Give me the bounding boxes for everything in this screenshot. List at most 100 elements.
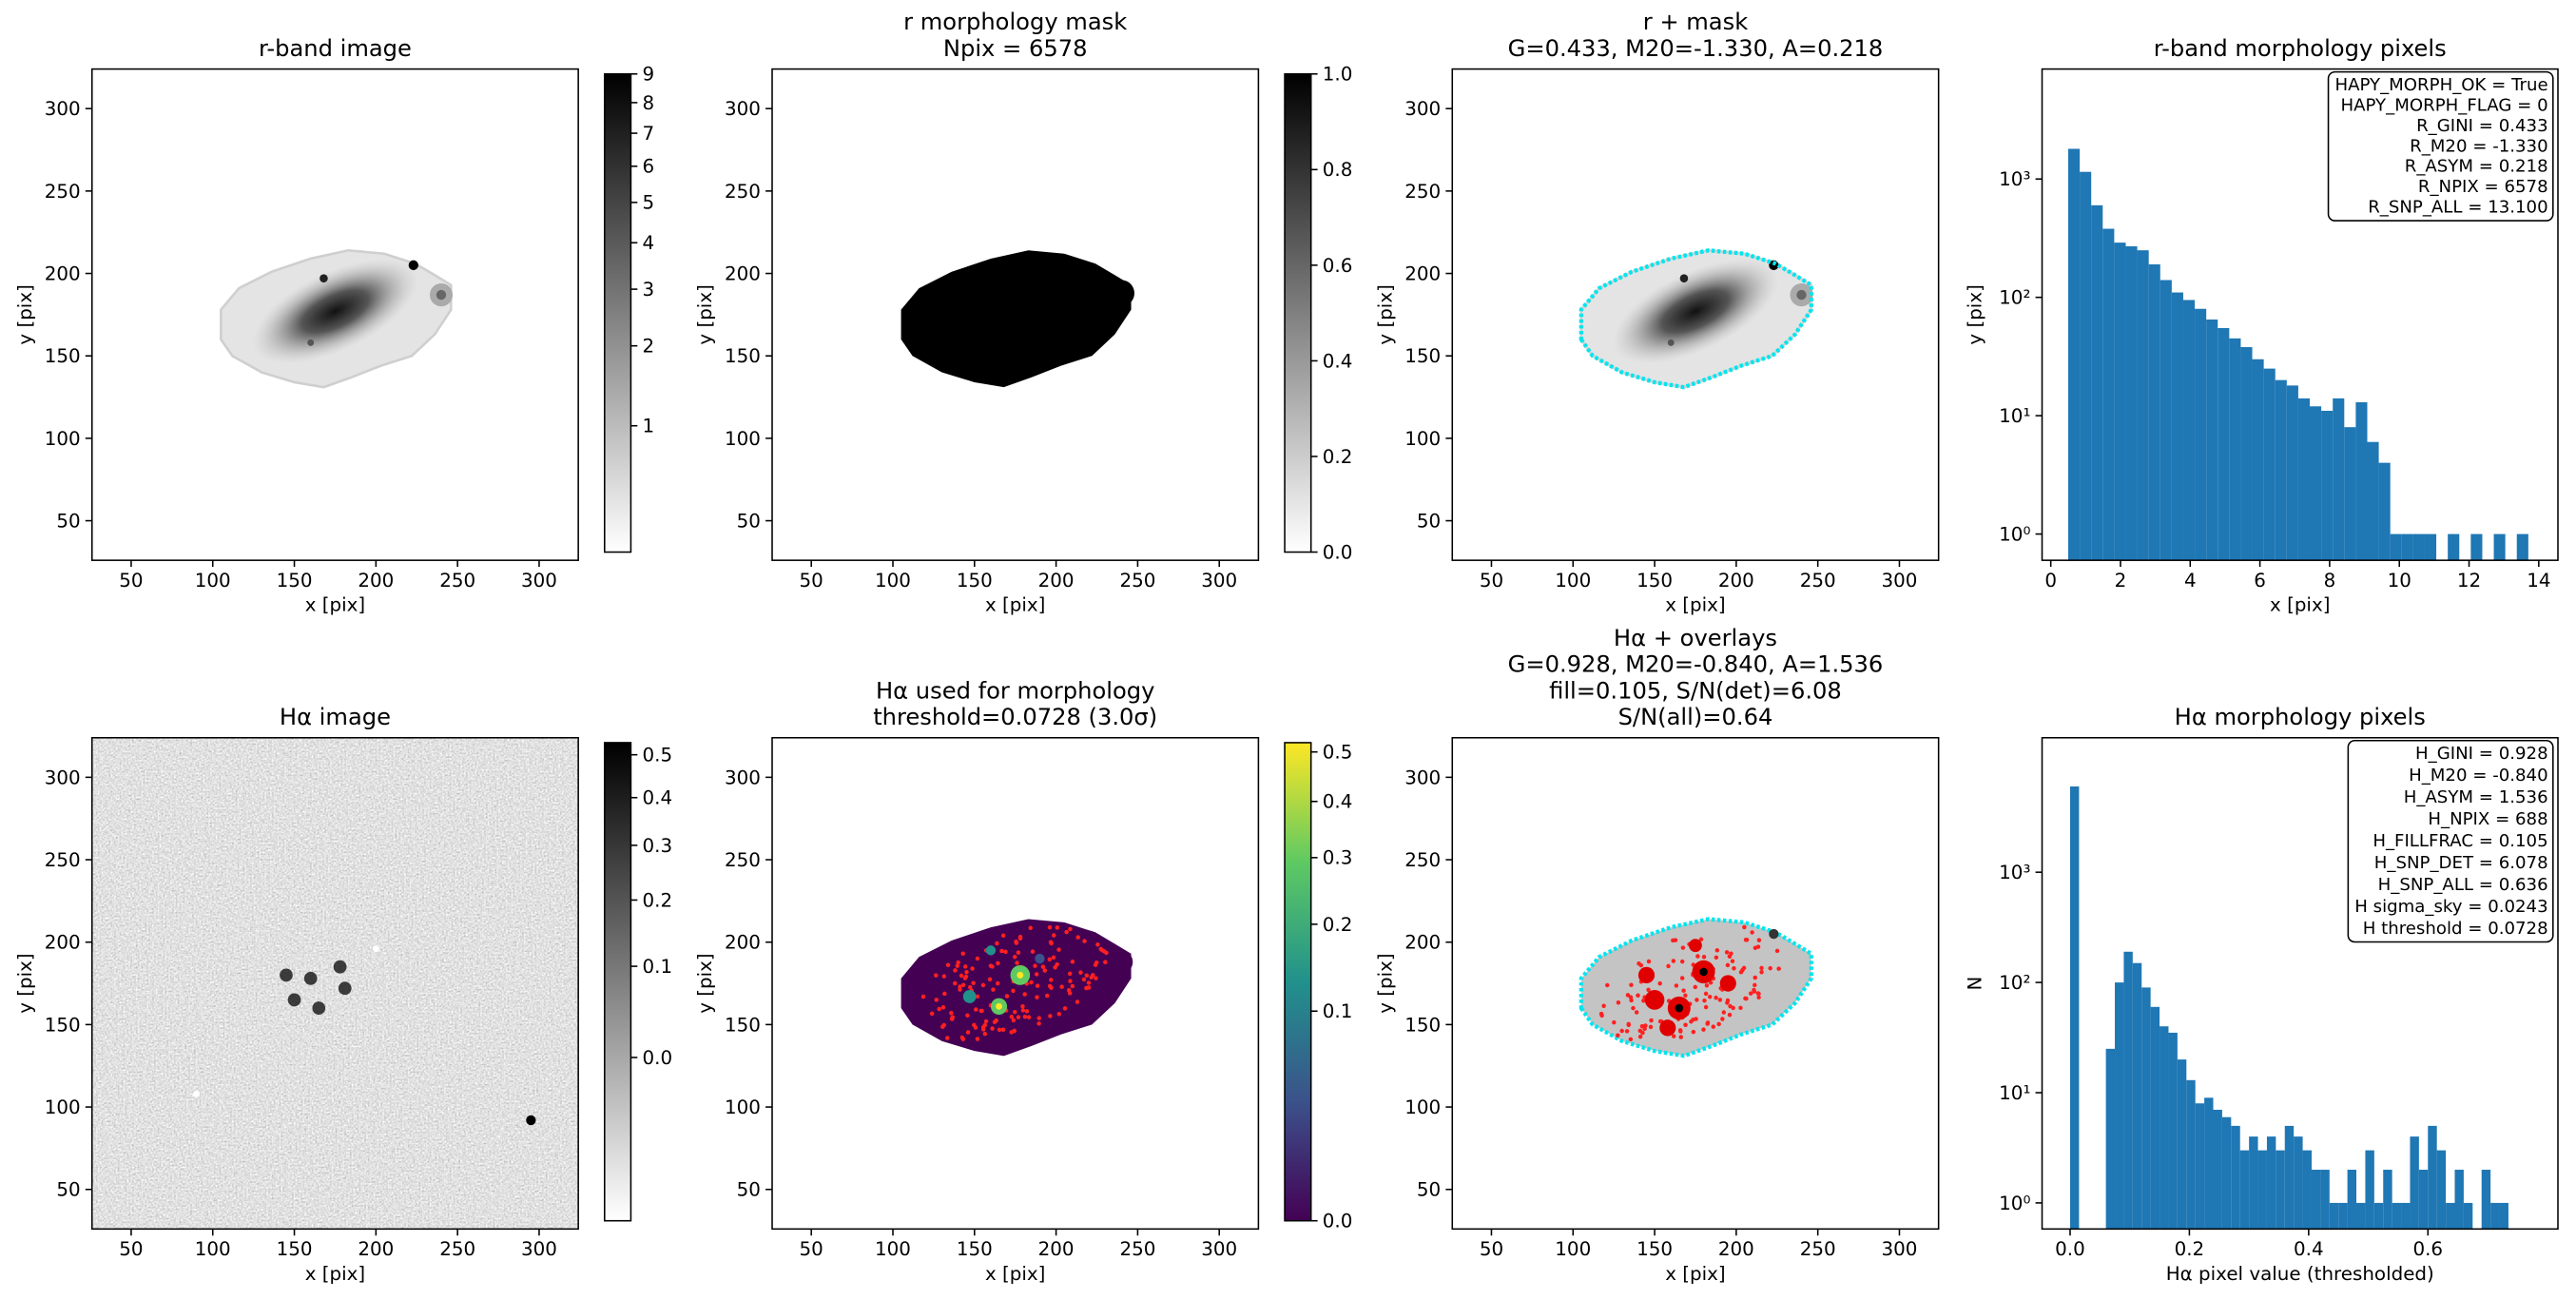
y-tick-label: 10³ — [1999, 168, 2030, 190]
pixel — [965, 1013, 970, 1018]
bars — [2069, 786, 2508, 1230]
pixel — [1671, 1034, 1676, 1038]
y-tick-label: 150 — [725, 1014, 761, 1036]
star — [320, 274, 328, 283]
x-axis-label: Hα pixel value (thresholded) — [2166, 1263, 2434, 1285]
pixel — [1103, 960, 1108, 965]
bar — [2171, 292, 2183, 561]
pixel — [994, 1018, 998, 1023]
colorbar-tick-label: 0.4 — [1323, 350, 1353, 372]
pixel — [1036, 1016, 1041, 1020]
pixel — [1679, 959, 1685, 964]
pixel — [1068, 979, 1073, 983]
pixel — [1049, 941, 1054, 946]
pixel — [1078, 970, 1083, 975]
bar — [2182, 300, 2196, 561]
x-tick-label: 14 — [2527, 570, 2550, 592]
pixel — [1067, 971, 1073, 977]
x-tick-label: 200 — [1718, 570, 1754, 592]
colorbar-tick-label: 0.1 — [643, 956, 673, 978]
annotation-line: H_SNP_DET = 6.078 — [2374, 853, 2548, 873]
bar — [2080, 171, 2092, 561]
y-tick-label: 50 — [737, 510, 761, 532]
x-tick-label: 150 — [277, 570, 313, 592]
bar — [2401, 1202, 2411, 1230]
pixel — [1070, 983, 1075, 989]
bar — [2240, 346, 2253, 561]
pixel — [1641, 998, 1646, 1003]
clump — [996, 1002, 1002, 1010]
pixel — [940, 1024, 945, 1029]
bar — [2102, 228, 2115, 561]
source — [338, 981, 352, 996]
pixel — [988, 963, 994, 968]
pixel — [1612, 1019, 1617, 1025]
star — [408, 260, 418, 271]
clump — [1659, 1019, 1676, 1037]
pixel — [1036, 1021, 1041, 1026]
y-tick-label: 10² — [1999, 287, 2030, 309]
y-tick-label: 200 — [1404, 932, 1441, 954]
pixel — [1093, 962, 1098, 967]
bar — [2355, 401, 2368, 561]
bar — [2114, 243, 2126, 561]
bar — [2286, 385, 2298, 561]
bar — [2252, 359, 2264, 561]
y-tick-label: 200 — [725, 262, 761, 284]
y-tick-label: 300 — [1404, 766, 1441, 788]
x-tick-label: 0.2 — [2175, 1238, 2205, 1260]
x-tick-label: 300 — [1882, 570, 1918, 592]
panel-title: S/N(all)=0.64 — [1618, 704, 1773, 730]
pixel — [1648, 1024, 1654, 1030]
bar — [2448, 534, 2460, 561]
pixel — [965, 1030, 971, 1035]
bar — [2297, 398, 2311, 561]
pixel — [990, 1026, 995, 1031]
pixel — [1695, 954, 1700, 959]
pixel — [1680, 945, 1686, 950]
pixel — [975, 1037, 980, 1041]
annotation-line: HAPY_MORPH_OK = True — [2334, 75, 2547, 95]
y-tick-label: 10⁰ — [1999, 1193, 2030, 1214]
bar — [2410, 1136, 2419, 1230]
panel-title: Npix = 6578 — [943, 35, 1088, 62]
pixel — [996, 980, 1000, 986]
image — [91, 737, 579, 1230]
mask — [1108, 280, 1134, 307]
pixel — [1084, 973, 1090, 979]
bar — [2141, 987, 2151, 1230]
bar — [2150, 1006, 2160, 1230]
bar — [2160, 280, 2172, 561]
star — [1796, 289, 1807, 301]
x-tick-label: 8 — [2324, 570, 2336, 592]
colorbar-tick-label: 0.4 — [1323, 791, 1353, 813]
y-tick-label: 50 — [1417, 1179, 1441, 1201]
colorbar-tick-label: 0.2 — [1323, 446, 1353, 468]
axes-frame — [771, 68, 1260, 561]
y-tick-label: 10¹ — [1999, 1082, 2030, 1104]
source — [372, 945, 379, 953]
x-axis-label: x [pix] — [1665, 1263, 1725, 1285]
colorbar-tick-label: 0.5 — [643, 745, 673, 766]
x-tick-label: 250 — [1800, 570, 1836, 592]
pixel — [1011, 1018, 1017, 1023]
pixel — [1646, 987, 1651, 993]
pixel — [997, 1027, 1002, 1033]
colorbar-tick-label: 0.0 — [1323, 541, 1353, 563]
bar — [2221, 1116, 2232, 1230]
x-tick-label: 300 — [521, 570, 557, 592]
pixel — [1022, 1014, 1028, 1019]
pixel — [1683, 1022, 1688, 1027]
pixel — [1012, 1028, 1017, 1034]
bar — [2276, 1150, 2285, 1230]
bar — [2481, 1170, 2491, 1230]
pixel — [999, 948, 1004, 954]
pixel — [1637, 1028, 1643, 1034]
x-tick-label: 10 — [2388, 570, 2411, 592]
x-tick-label: 50 — [1480, 1238, 1503, 1260]
pixel — [970, 966, 975, 971]
panel-title: G=0.928, M20=-0.840, A=1.536 — [1508, 651, 1884, 678]
